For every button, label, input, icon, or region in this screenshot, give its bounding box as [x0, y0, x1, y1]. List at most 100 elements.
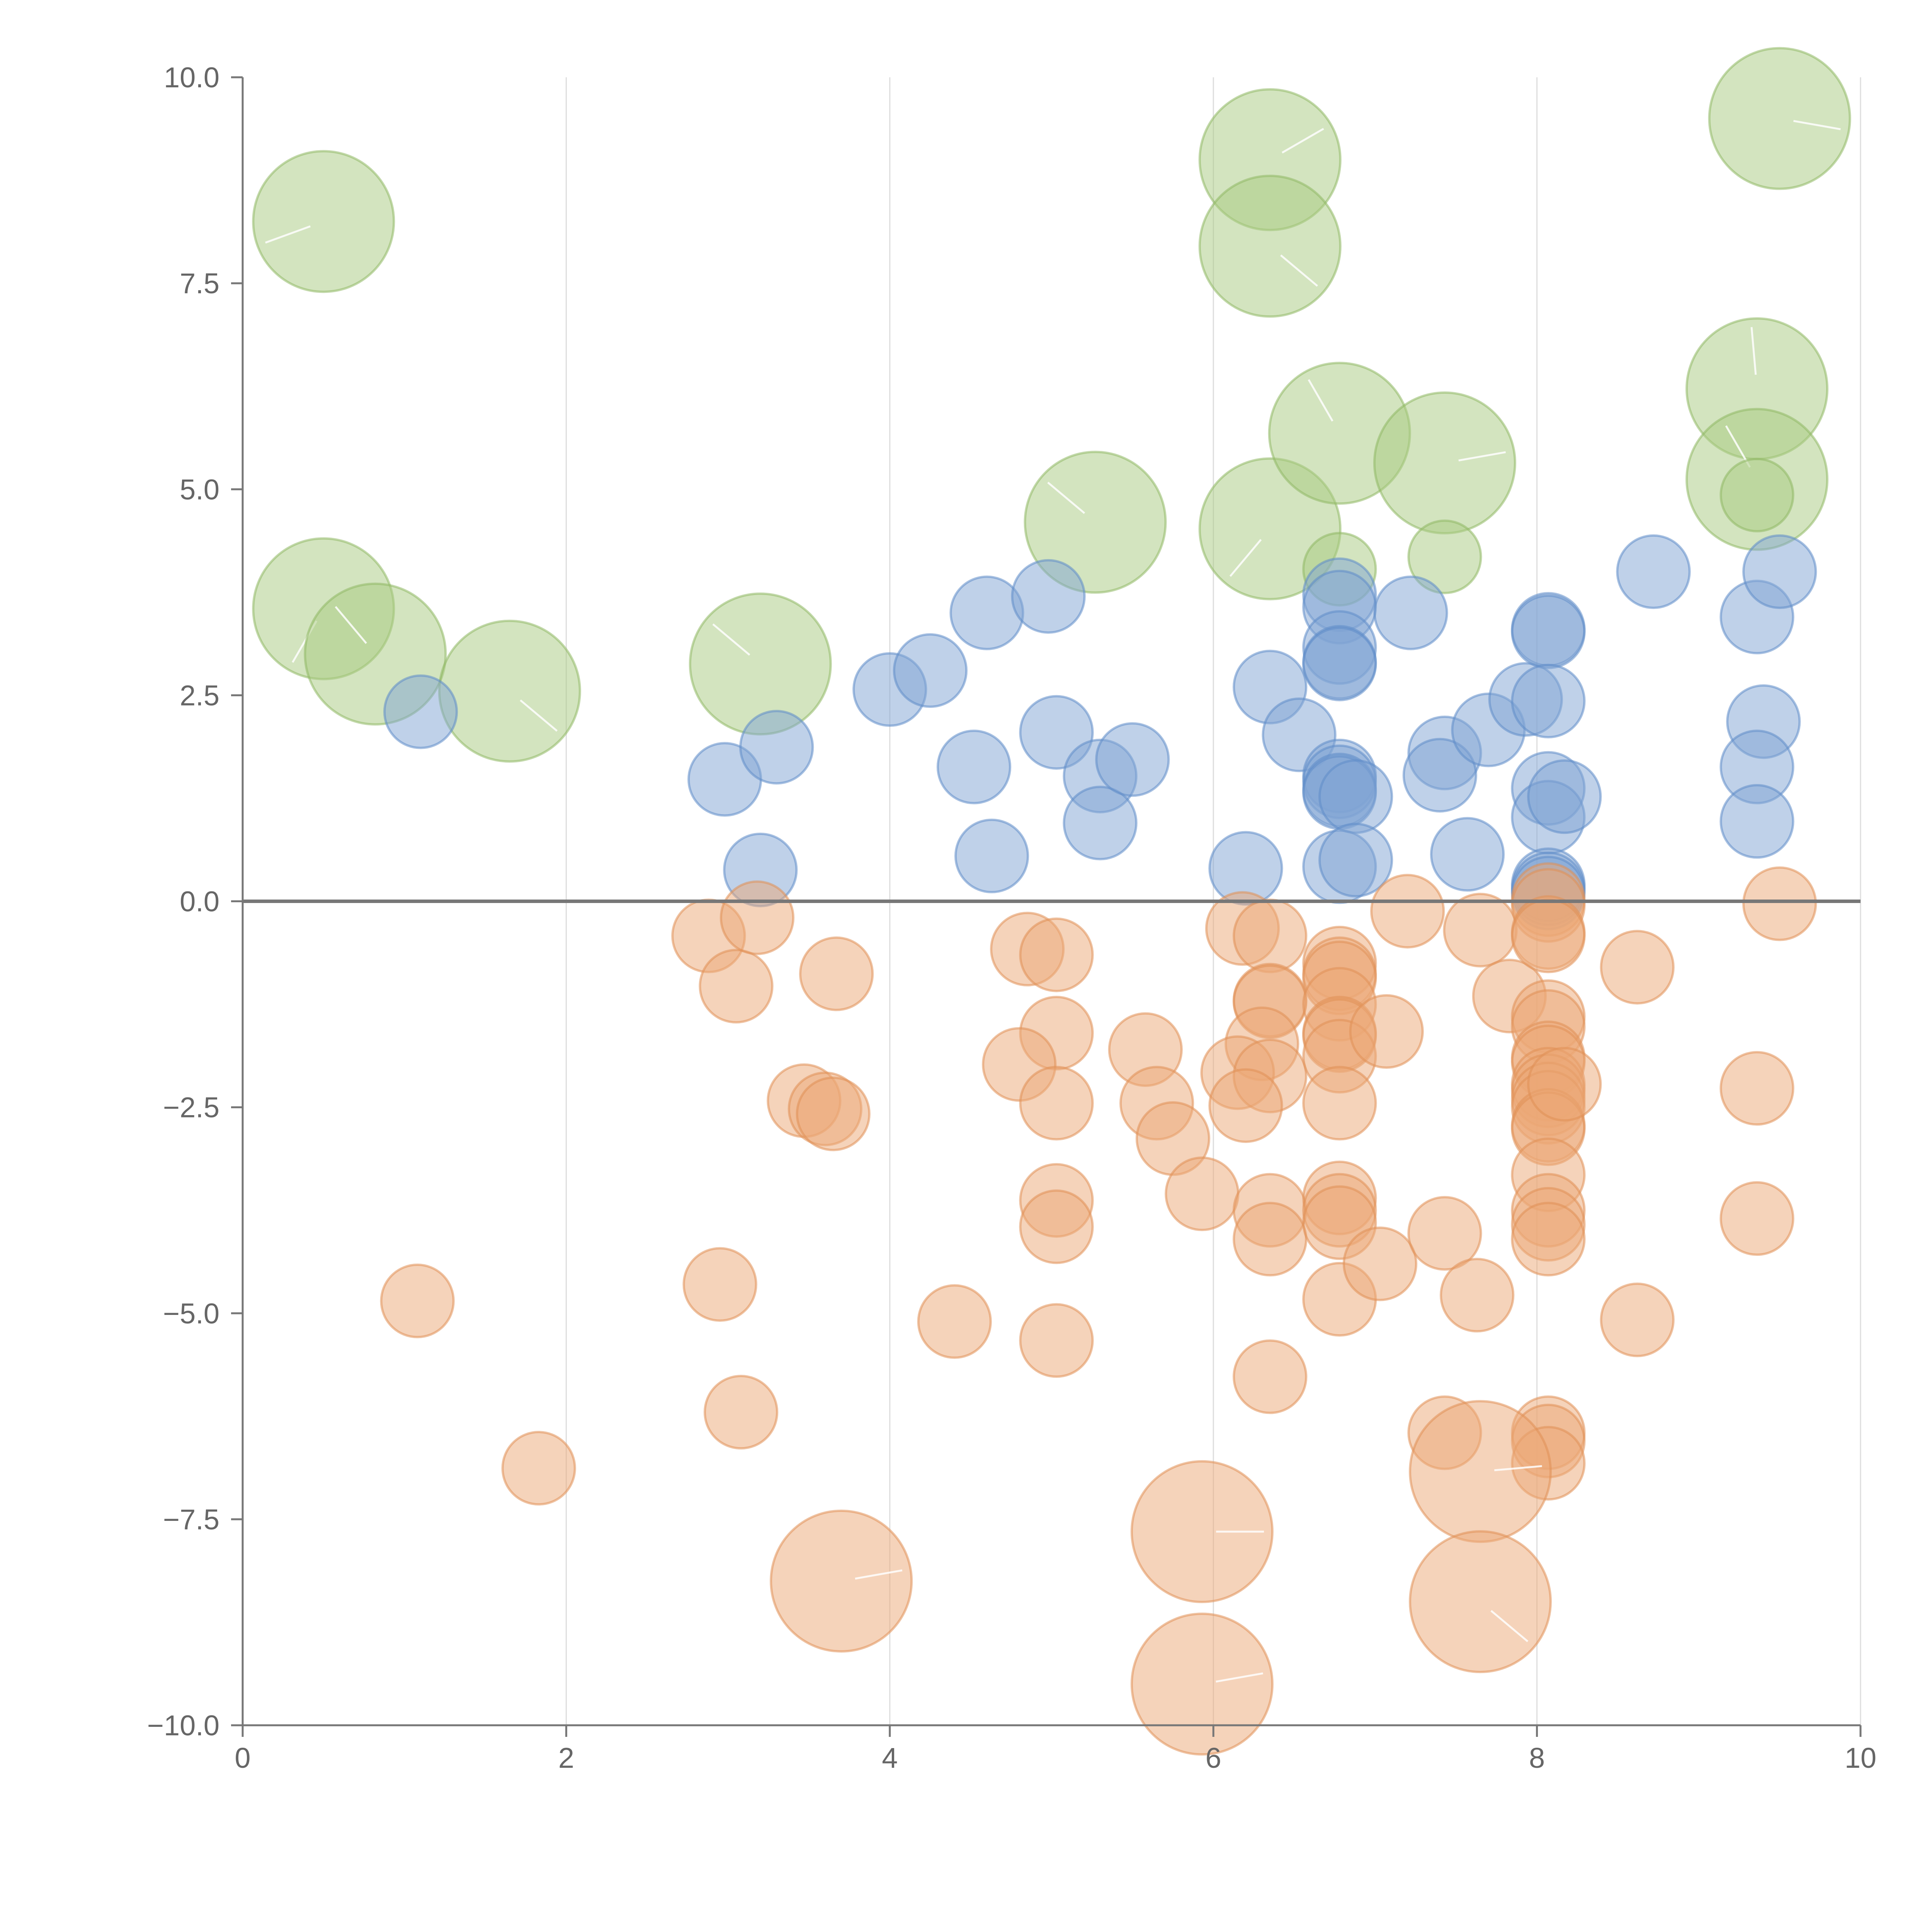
green-bubble-indicator: [1458, 451, 1506, 462]
orange-bubble: [703, 1375, 779, 1450]
green-bubble: [438, 619, 581, 763]
x-tick-label: 10: [1845, 1742, 1876, 1774]
x-tick-label: 2: [558, 1742, 574, 1774]
orange-bubble: [1409, 1400, 1552, 1543]
y-tick-label: −2.5: [163, 1092, 219, 1124]
blue-bubble: [739, 710, 814, 785]
green-bubble: [252, 150, 395, 293]
axes: 0 2 4 6 8 10 10.0 7.5 5.0 2.5 0.0 −2.5 −5.0 −7.5 −10.0: [147, 61, 1876, 1774]
orange-bubble: [501, 1431, 576, 1506]
orange-bubble: [1165, 1156, 1240, 1231]
blue-bubble: [1373, 575, 1448, 650]
orange-bubble: [1302, 1066, 1377, 1141]
blue-bubble: [1511, 663, 1586, 738]
orange-bubble: [799, 936, 874, 1011]
green-bubble: [1708, 47, 1851, 190]
orange-bubble: [1019, 1303, 1094, 1378]
green-bubble-indicator: [712, 623, 750, 656]
orange-bubble: [1719, 1051, 1794, 1126]
green-bubble: [1024, 451, 1167, 594]
orange-bubble: [1527, 1047, 1602, 1122]
orange-bubble-indicator: [1490, 1610, 1529, 1642]
green-bubble: [1198, 175, 1342, 318]
orange-bubble: [1407, 1196, 1482, 1271]
orange-bubble: [1342, 1226, 1418, 1301]
orange-bubble: [796, 1077, 871, 1151]
blue-bubble: [1318, 823, 1393, 898]
orange-bubble: [1349, 994, 1424, 1069]
y-tick-label: −7.5: [163, 1503, 219, 1536]
green-bubble-indicator: [1047, 481, 1085, 514]
green-bubble-indicator: [335, 606, 367, 644]
blue-bubble: [936, 730, 1012, 804]
orange-bubble: [1719, 1181, 1794, 1256]
blue-bubble: [893, 633, 968, 708]
green-bubble: [1719, 457, 1794, 532]
blue-bubble: [1742, 534, 1817, 609]
blue-bubble: [1302, 626, 1377, 701]
orange-bubble: [1019, 1189, 1094, 1264]
blue-bubble: [1011, 559, 1086, 634]
green-bubble-indicator: [1750, 327, 1757, 375]
orange-bubble: [1440, 1258, 1515, 1333]
green-bubble: [1373, 391, 1516, 535]
orange-bubble: [1742, 866, 1817, 941]
orange-bubble: [1600, 930, 1675, 1005]
blue-bubble: [383, 674, 458, 749]
blue-bubble: [954, 818, 1029, 893]
orange-bubble: [699, 949, 774, 1024]
green-bubble-indicator: [1280, 254, 1318, 287]
y-tick-label: 2.5: [180, 679, 219, 711]
green-bubble: [689, 592, 832, 736]
y-tick-label: 5.0: [180, 473, 219, 505]
green-bubble-indicator: [1229, 539, 1262, 577]
orange-bubble: [1511, 898, 1586, 973]
green-bubble: [1407, 519, 1482, 594]
blue-bubble: [1095, 722, 1170, 797]
blue-bubble: [1430, 817, 1505, 892]
orange-bubble-indicator: [1216, 1672, 1264, 1683]
orange-bubble: [1233, 1339, 1308, 1414]
blue-bubble: [1318, 759, 1393, 834]
orange-bubble: [1233, 1202, 1308, 1277]
orange-bubble: [1130, 1460, 1274, 1603]
green-bubble-indicator: [1308, 379, 1333, 422]
orange-bubble-indicator: [855, 1569, 903, 1580]
orange-bubble: [1600, 1282, 1675, 1357]
green-bubble-indicator: [1793, 120, 1841, 130]
y-tick-label: 10.0: [164, 61, 219, 94]
orange-bubble: [1370, 874, 1445, 949]
orange-bubble: [1019, 917, 1094, 992]
x-tick-label: 0: [235, 1742, 250, 1774]
orange-bubble: [1130, 1612, 1274, 1756]
orange-bubble: [719, 880, 795, 955]
bubbles: [252, 47, 1851, 1756]
green-bubble-indicator: [1282, 128, 1324, 154]
orange-bubble: [380, 1264, 455, 1338]
orange-bubble: [917, 1284, 992, 1359]
orange-bubble: [1233, 898, 1308, 973]
blue-bubble: [1616, 534, 1691, 609]
y-tick-label: −5.0: [163, 1298, 219, 1330]
green-bubble-indicator: [265, 225, 311, 244]
blue-bubble: [1402, 738, 1477, 813]
x-tick-label: 4: [882, 1742, 898, 1774]
blue-bubble: [1063, 786, 1138, 861]
orange-bubble: [1409, 1530, 1552, 1673]
orange-bubble: [1208, 1068, 1283, 1143]
y-tick-label: 0.0: [180, 886, 219, 918]
x-tick-label: 8: [1529, 1742, 1545, 1774]
green-bubble-indicator: [520, 699, 558, 732]
orange-bubble: [1443, 893, 1518, 968]
blue-bubble: [1719, 784, 1794, 859]
y-tick-label: 7.5: [180, 267, 219, 299]
y-tick-label: −10.0: [147, 1709, 219, 1742]
blue-bubble: [1527, 759, 1602, 834]
x-tick-label: 6: [1206, 1742, 1221, 1774]
orange-bubble: [770, 1509, 913, 1653]
orange-bubble: [682, 1247, 757, 1322]
blue-bubble: [1511, 594, 1586, 669]
orange-bubble-indicator: [1494, 1465, 1542, 1471]
orange-bubble: [1511, 1202, 1586, 1277]
